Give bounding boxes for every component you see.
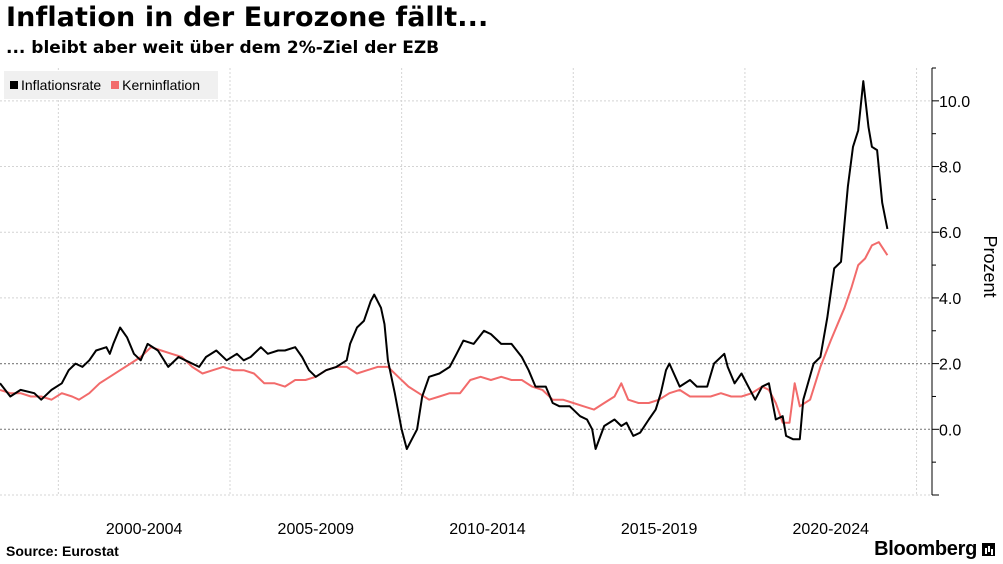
legend: Inflationsrate Kerninflation	[4, 71, 218, 99]
legend-label-inflationsrate: Inflationsrate	[21, 77, 102, 93]
chart-title: Inflation in der Eurozone fällt...	[6, 2, 489, 33]
series-line-inflationsrate	[0, 80, 889, 450]
y-tick-label: 10.0	[939, 94, 970, 111]
x-tick-label: 2020-2024	[792, 521, 869, 538]
brand-logo: Bloomberg	[874, 538, 995, 561]
legend-item-inflationsrate: Inflationsrate	[10, 77, 101, 93]
y-tick-label: 6.0	[939, 225, 961, 242]
legend-swatch-inflationsrate	[10, 81, 18, 89]
y-tick-label: 8.0	[939, 160, 961, 177]
chart-subtitle: ... bleibt aber weit über dem 2%-Ziel de…	[6, 38, 440, 58]
y-tick-label: 0.0	[939, 422, 961, 439]
bloomberg-icon	[982, 543, 995, 556]
brand-name: Bloomberg	[874, 538, 977, 560]
y-axis-label: Prozent	[980, 235, 1000, 297]
series-line-kerninflation	[0, 241, 889, 424]
x-tick-label: 2015-2019	[621, 521, 698, 538]
legend-swatch-kerninflation	[111, 81, 120, 89]
legend-label-kerninflation: Kerninflation	[122, 77, 200, 93]
x-tick-label: 2005-2009	[278, 521, 355, 538]
legend-item-kerninflation: Kerninflation	[111, 77, 200, 93]
source-note: Source: Eurostat	[6, 543, 119, 559]
x-tick-label: 2000-2004	[106, 521, 183, 538]
x-tick-label: 2010-2014	[449, 521, 526, 538]
y-tick-label: 2.0	[939, 357, 961, 374]
y-tick-label: 4.0	[939, 291, 961, 308]
